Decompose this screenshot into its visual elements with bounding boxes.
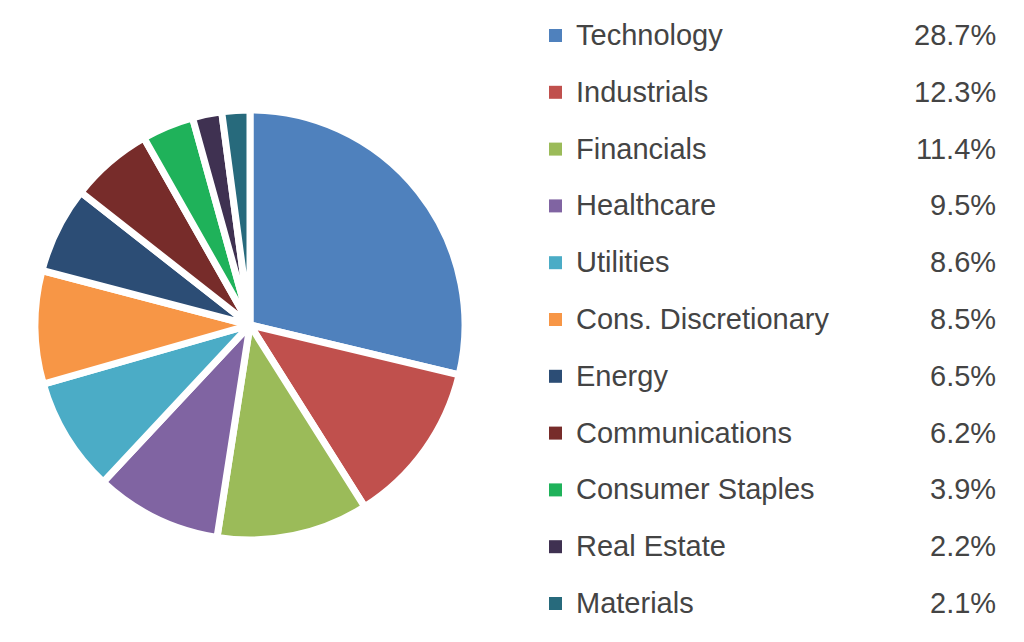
svg-text:8.5%: 8.5%: [930, 303, 996, 335]
svg-text:2.1%: 2.1%: [930, 587, 996, 619]
svg-text:Financials: Financials: [576, 133, 707, 165]
svg-text:11.4%: 11.4%: [916, 133, 996, 165]
svg-text:6.2%: 6.2%: [930, 417, 996, 449]
svg-text:Cons. Discretionary: Cons. Discretionary: [576, 303, 830, 335]
svg-text:6.5%: 6.5%: [930, 360, 996, 392]
svg-text:Energy: Energy: [576, 360, 668, 392]
svg-text:Healthcare: Healthcare: [576, 189, 716, 221]
svg-text:Industrials: Industrials: [576, 76, 708, 108]
svg-text:28.7%: 28.7%: [914, 19, 996, 51]
svg-text:3.9%: 3.9%: [930, 473, 996, 505]
svg-text:Real Estate: Real Estate: [576, 530, 726, 562]
svg-text:Communications: Communications: [576, 417, 792, 449]
svg-text:Materials: Materials: [576, 587, 694, 619]
svg-text:Technology: Technology: [576, 19, 723, 51]
svg-text:12.3%: 12.3%: [914, 76, 996, 108]
svg-text:9.5%: 9.5%: [930, 189, 996, 221]
svg-text:2.2%: 2.2%: [930, 530, 996, 562]
svg-text:Utilities: Utilities: [576, 246, 669, 278]
svg-text:8.6%: 8.6%: [930, 246, 996, 278]
svg-text:Consumer Staples: Consumer Staples: [576, 473, 815, 505]
